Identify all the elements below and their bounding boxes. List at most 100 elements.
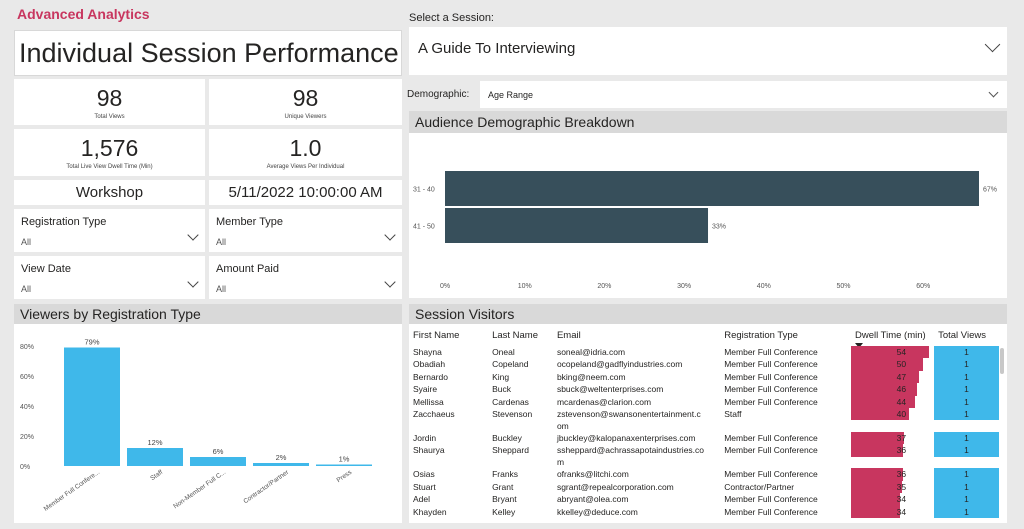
session-select-value: A Guide To Interviewing <box>418 40 576 57</box>
email-cell: kkelley@deduce.com <box>556 506 638 517</box>
table-row[interactable]: Stuart Grant sgrant@repealcorporation.com C… <box>409 480 999 494</box>
first-name-cell: Shayna <box>413 347 442 357</box>
chevron-down-icon[interactable] <box>384 276 396 288</box>
dwell-time-cell: 36 <box>850 468 934 481</box>
email-cell: ssheppard@achrassapotaindustries.co m <box>556 445 705 468</box>
first-name-cell: Obadiah <box>413 359 446 370</box>
demographic-bar[interactable] <box>445 171 979 206</box>
col-registration-type[interactable]: Registration Type <box>724 329 798 341</box>
demographic-bar[interactable] <box>445 208 709 243</box>
demographic-select-value: Age Range <box>488 90 534 100</box>
email-cell: mcardenas@clarion.com <box>556 396 652 407</box>
table-row[interactable]: Khayden Kelley kkelley@deduce.com Member Fu… <box>409 505 999 518</box>
total-views-cell: 1 <box>934 383 999 396</box>
registration-bar[interactable] <box>190 457 246 466</box>
registration-data-label: 12% <box>147 438 162 447</box>
chevron-down-icon[interactable] <box>988 87 999 98</box>
col-last-name[interactable]: Last Name <box>492 329 538 341</box>
registration-y-tick: 80% <box>20 344 34 351</box>
dwell-time-bar <box>850 383 918 396</box>
total-views-label: Total Views <box>94 114 125 120</box>
dwell-time-cell: 40 <box>850 407 934 432</box>
registration-category-label: Staff <box>149 469 164 482</box>
demographic-x-tick: 40% <box>757 283 771 290</box>
registration-bar[interactable] <box>316 464 372 467</box>
registration-y-tick: 20% <box>20 434 34 441</box>
col-dwell-time[interactable]: Dwell Time (min) <box>851 324 934 348</box>
amount-paid-slicer[interactable]: Amount Paid All <box>209 256 402 299</box>
registration-bar-chart: 0% 20% 40% 60% 80% 79% Member Full Confere... 1… <box>20 338 372 513</box>
registration-type-cell: Staff <box>724 408 742 419</box>
table-row[interactable]: Obadiah Copeland ocopeland@gadflyindustrie… <box>409 358 999 371</box>
total-views-cell: 1 <box>934 493 999 506</box>
total-views-cell: 1 <box>934 505 999 518</box>
demographic-x-tick: 50% <box>836 283 850 290</box>
chevron-down-icon[interactable] <box>384 229 396 241</box>
dwell-time-bar <box>850 407 909 421</box>
total-views-bar <box>934 395 999 408</box>
total-views-cell: 1 <box>934 358 999 371</box>
dwell-time-cell: 46 <box>850 383 934 396</box>
last-name-cell: Grant <box>492 481 514 492</box>
total-views-value: 98 <box>96 85 123 111</box>
demographic-x-tick: 20% <box>597 283 611 290</box>
dwell-time-value: 1,576 <box>80 135 139 161</box>
table-row[interactable]: Osias Franks ofranks@litchi.com Member Full… <box>409 468 999 481</box>
chevron-down-icon[interactable] <box>984 36 1001 53</box>
avg-views-value: 1.0 <box>289 135 322 161</box>
registration-type-value: All <box>21 237 32 247</box>
dwell-time-cell: 34 <box>850 493 934 506</box>
dwell-time-bar <box>850 370 919 384</box>
first-name-cell: Shaurya <box>413 445 445 456</box>
total-views-bar <box>934 407 999 421</box>
dwell-time-bar <box>850 505 901 518</box>
total-views-bar <box>934 431 999 445</box>
registration-category-label: Contractor/Partner <box>242 468 290 505</box>
table-row[interactable]: Bernardo King bking@neem.com Member Full Co… <box>409 370 999 384</box>
table-row[interactable]: Zacchaeus Stevenson zstevenson@swansonente… <box>409 407 999 432</box>
sort-desc-icon[interactable] <box>854 343 863 348</box>
view-date-slicer[interactable]: View Date All <box>14 256 205 299</box>
first-name-cell: Adel <box>413 494 431 505</box>
visitors-table: First Name Last Name Email Registration … <box>409 324 999 518</box>
demographic-select[interactable]: Age Range <box>480 81 1007 108</box>
chevron-down-icon[interactable] <box>187 229 199 241</box>
table-row[interactable]: Syaire Buck sbuck@weltenterprises.com Membe… <box>409 383 999 396</box>
col-total-views[interactable]: Total Views <box>938 329 986 341</box>
registration-type-cell: Member Full Conference <box>724 469 818 480</box>
dwell-time-bar <box>850 480 902 494</box>
registration-type-cell: Member Full Conference <box>724 384 818 395</box>
member-type-slicer[interactable]: Member Type All <box>209 209 402 252</box>
registration-bar[interactable] <box>64 347 120 467</box>
demographic-category-label: 41 - 50 <box>413 224 435 231</box>
last-name-cell: Kelley <box>492 506 516 517</box>
registration-category-label: Press <box>336 468 354 484</box>
email-cell: sbuck@weltenterprises.com <box>556 384 664 395</box>
total-views-bar <box>934 468 999 481</box>
registration-bar[interactable] <box>253 463 309 466</box>
registration-type-slicer[interactable]: Registration Type All <box>14 209 205 252</box>
session-select[interactable]: A Guide To Interviewing <box>409 27 1007 75</box>
table-row[interactable]: Shaurya Sheppard ssheppard@achrassapotaind… <box>409 444 999 468</box>
col-first-name[interactable]: First Name <box>413 329 460 341</box>
registration-data-label: 6% <box>213 447 224 456</box>
last-name-cell: Copeland <box>492 359 529 370</box>
table-row[interactable]: Shayna Oneal soneal@idria.com Member Full C… <box>409 346 999 359</box>
table-row[interactable]: Jordin Buckley jbuckley@kalopanaxenterpris… <box>409 431 999 445</box>
view-date-label: View Date <box>21 263 71 275</box>
registration-y-tick: 40% <box>20 404 34 411</box>
registration-type-cell: Member Full Conference <box>724 445 818 456</box>
table-scrollbar[interactable] <box>1000 348 1004 374</box>
first-name-cell: Osias <box>413 469 435 480</box>
registration-y-tick: 60% <box>20 374 34 381</box>
col-email[interactable]: Email <box>556 329 581 341</box>
registration-chart-title: Viewers by Registration Type <box>14 304 402 324</box>
first-name-cell: Jordin <box>413 432 437 443</box>
table-row[interactable]: Mellissa Cardenas mcardenas@clarion.com Mem… <box>409 395 999 408</box>
table-row[interactable]: Adel Bryant abryant@olea.com Member Full Co… <box>409 493 999 506</box>
chevron-down-icon[interactable] <box>187 276 199 288</box>
registration-bar[interactable] <box>127 448 183 466</box>
dwell-time-cell: 35 <box>850 480 934 494</box>
total-views-cell: 1 <box>934 480 999 494</box>
dwell-time-cell: 54 <box>850 346 934 359</box>
